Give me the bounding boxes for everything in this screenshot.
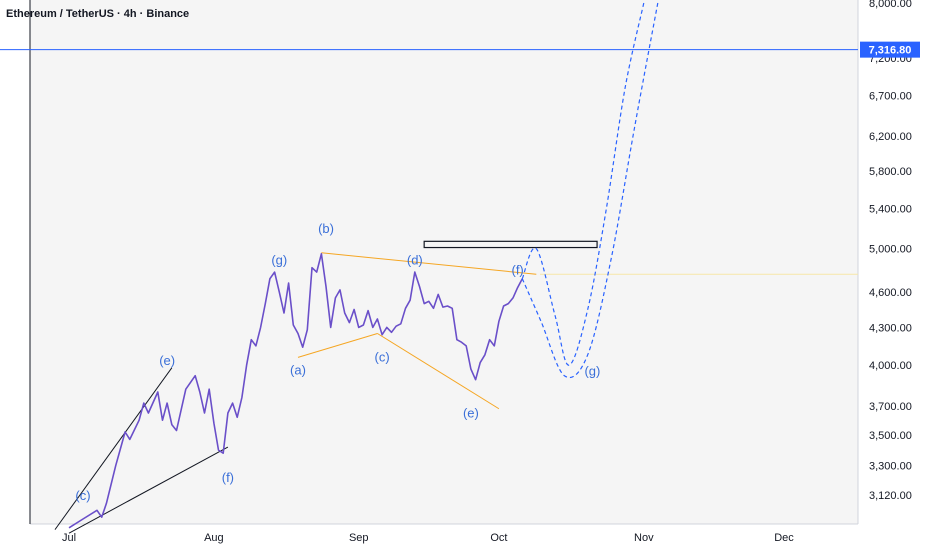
- trend-line[interactable]: [68, 446, 229, 534]
- y-tick-label: 8,000.00: [869, 0, 912, 10]
- y-tick-label: 5,400.00: [869, 203, 912, 215]
- wave-label: (b): [318, 221, 334, 236]
- y-tick-label: 4,300.00: [869, 322, 912, 334]
- wave-label: (g): [271, 252, 287, 267]
- y-tick-label: 3,120.00: [869, 490, 912, 502]
- x-tick-label: Sep: [349, 532, 369, 544]
- trend-line[interactable]: [377, 333, 500, 410]
- wave-label: (a): [290, 362, 306, 377]
- y-tick-label: 4,000.00: [869, 360, 912, 372]
- x-tick-label: Aug: [204, 532, 224, 544]
- projection-path[interactable]: [521, 2, 659, 379]
- y-tick-label: 6,700.00: [869, 91, 912, 103]
- trend-line[interactable]: [54, 367, 173, 530]
- y-tick-label: 5,800.00: [869, 166, 912, 178]
- wave-label: (e): [463, 405, 479, 420]
- price-badge: [860, 41, 920, 58]
- y-tick-label: 6,200.00: [869, 131, 912, 143]
- y-tick-label: 3,300.00: [869, 461, 912, 473]
- target-rectangle[interactable]: [423, 240, 598, 249]
- wave-label: (f): [222, 470, 234, 485]
- wave-label: (f): [511, 262, 523, 277]
- x-tick-label: Dec: [774, 532, 794, 544]
- y-tick-label: 4,600.00: [869, 287, 912, 299]
- price-badge-label: 7,316.80: [869, 45, 912, 57]
- wave-label: (e): [159, 353, 175, 368]
- x-tick-label: Oct: [490, 532, 507, 544]
- y-tick-label: 5,000.00: [869, 244, 912, 256]
- projection-path[interactable]: [521, 2, 645, 366]
- trend-line[interactable]: [297, 333, 378, 358]
- trend-line[interactable]: [321, 252, 537, 275]
- y-tick-label: 3,500.00: [869, 430, 912, 442]
- y-tick-label: 3,700.00: [869, 401, 912, 413]
- wave-label: (d): [407, 252, 423, 267]
- wave-label: (c): [75, 488, 90, 503]
- price-series-line[interactable]: [68, 253, 524, 529]
- wave-label: (c): [375, 349, 390, 364]
- x-tick-label: Jul: [62, 532, 76, 544]
- chart-title: Ethereum / TetherUS · 4h · Binance: [6, 8, 189, 20]
- wave-label: (g): [584, 364, 600, 379]
- plot-area[interactable]: [30, 0, 858, 524]
- x-tick-label: Nov: [634, 532, 654, 544]
